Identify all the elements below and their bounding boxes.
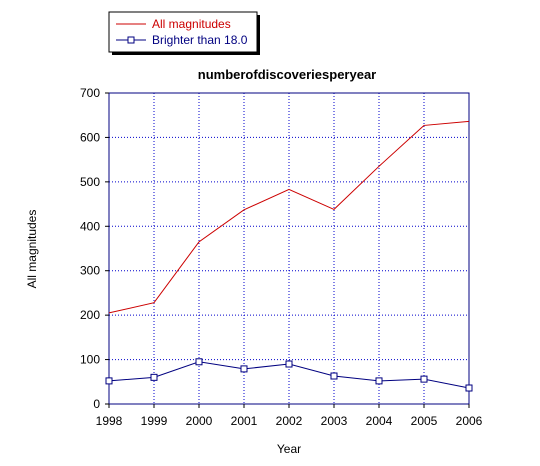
y-tick-label: 100 <box>80 353 100 367</box>
data-point-brighter-than-18-0 <box>240 365 248 373</box>
y-axis-label: All magnitudes <box>25 210 39 289</box>
x-tick-label: 1998 <box>96 414 123 428</box>
data-point-brighter-than-18-0 <box>465 384 473 392</box>
x-tick-label: 2006 <box>456 414 483 428</box>
x-tick-label: 2001 <box>231 414 258 428</box>
y-tick-label: 0 <box>93 397 100 411</box>
legend-marker-brighter <box>127 36 135 44</box>
x-tick-label: 2000 <box>186 414 213 428</box>
y-tick-label: 400 <box>80 219 100 233</box>
x-tick-label: 2002 <box>276 414 303 428</box>
chart-title: numberofdiscoveriesperyear <box>198 67 376 82</box>
legend-box <box>108 11 258 53</box>
data-point-brighter-than-18-0 <box>285 360 293 368</box>
y-tick-label: 500 <box>80 175 100 189</box>
y-tick-label: 600 <box>80 130 100 144</box>
data-point-brighter-than-18-0 <box>420 375 428 383</box>
x-axis-label: Year <box>277 442 301 456</box>
x-tick-label: 2004 <box>366 414 393 428</box>
data-point-brighter-than-18-0 <box>105 377 113 385</box>
series-line-all-magnitudes <box>108 120 470 314</box>
data-point-brighter-than-18-0 <box>195 358 203 366</box>
y-tick-label: 300 <box>80 264 100 278</box>
y-tick-label: 200 <box>80 308 100 322</box>
data-point-brighter-than-18-0 <box>330 372 338 380</box>
plot-area: 0 100 200 300 400 500 600 700 1998 1999 2000 2001 20… <box>80 86 483 428</box>
x-tick-label: 1999 <box>141 414 168 428</box>
legend-label-all-magnitudes: All magnitudes <box>152 17 231 31</box>
x-tick-label: 2005 <box>411 414 438 428</box>
data-point-brighter-than-18-0 <box>375 377 383 385</box>
legend: All magnitudes Brighter than 18.0 <box>108 11 260 55</box>
y-tick-label: 700 <box>80 86 100 100</box>
legend-label-brighter: Brighter than 18.0 <box>152 33 248 47</box>
data-point-brighter-than-18-0 <box>150 373 158 381</box>
x-tick-label: 2003 <box>321 414 348 428</box>
